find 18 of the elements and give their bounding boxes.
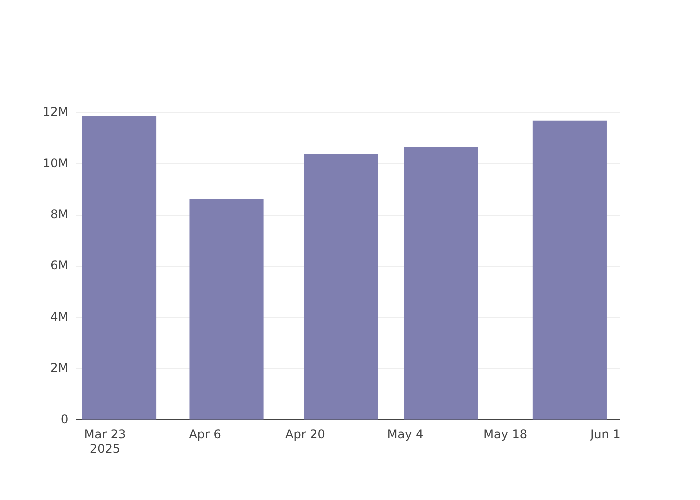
y-tick-label: 4M [50,310,69,324]
y-tick-label: 2M [50,361,69,376]
y-tick-label: 0 [60,412,69,426]
x-tick-label: May 4 [387,428,424,442]
y-tick-label: 12M [43,105,69,120]
bar [532,120,607,420]
x-tick-label: Mar 23 2025 [84,428,126,456]
y-tick-label: 6M [50,258,69,273]
y-tick-label: 8M [50,208,69,222]
x-tick-label: Apr 20 [285,428,326,442]
y-tick-label: 10M [43,156,69,170]
x-tick-label: Apr 6 [189,428,222,442]
bar [190,199,264,420]
bar [404,147,478,420]
x-tick-label: Jun 1 [590,428,621,442]
x-tick-label: May 18 [484,428,528,442]
bar [82,116,157,420]
bar [304,154,378,420]
